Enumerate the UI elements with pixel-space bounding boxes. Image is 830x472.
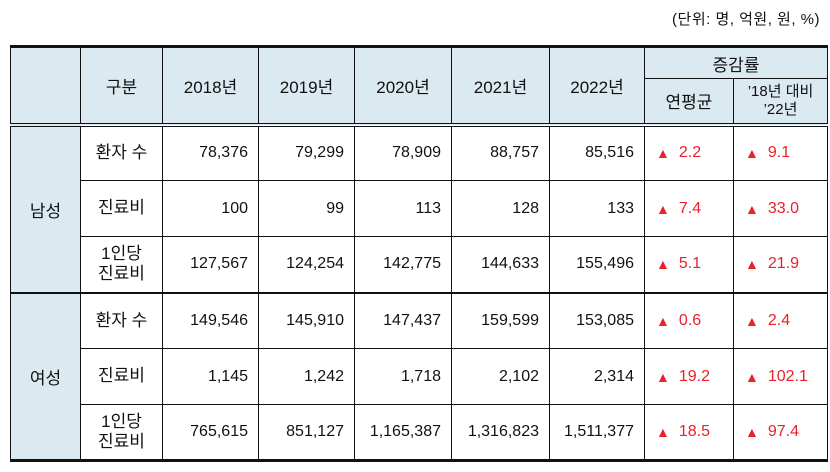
column-header-year-2021: 2021년 (451, 46, 550, 127)
year-value-cell: 113 (354, 180, 452, 237)
change-vs-cell: ▲ 97.4 (732, 404, 829, 461)
column-header-annual-average: 연평균 (644, 78, 734, 127)
change-vs-cell: ▲ 9.1 (732, 124, 829, 181)
change-vs-cell: ▲ 21.9 (732, 236, 829, 293)
column-header-year-2022: 2022년 (549, 46, 645, 127)
year-value-cell: 149,546 (162, 291, 259, 349)
year-value-cell: 124,254 (258, 236, 355, 293)
change-value: 2.2 (678, 144, 702, 162)
change-avg-cell: ▲ 19.2 (644, 348, 734, 405)
triangle-up-icon: ▲ (656, 145, 670, 162)
change-value: 2.4 (767, 311, 791, 329)
change-value: 0.6 (678, 311, 702, 329)
column-header-vs-2018: ’18년 대비 ’22년 (732, 78, 829, 127)
triangle-up-icon: ▲ (656, 312, 670, 329)
change-value: 102.1 (767, 367, 808, 385)
change-vs-cell: ▲ 102.1 (732, 348, 829, 405)
year-value-cell: 127,567 (162, 236, 259, 293)
statistics-table: 구분 2018년 2019년 2020년 2021년 2022년 증감률 연평균… (10, 45, 829, 462)
triangle-up-icon: ▲ (745, 312, 759, 329)
table-row: 여성 환자 수 149,546 145,910 147,437 159,599 … (10, 291, 829, 461)
triangle-up-icon: ▲ (656, 256, 670, 273)
gender-cell-female: 여성 (10, 291, 81, 461)
change-avg-cell: ▲ 18.5 (644, 404, 734, 461)
triangle-up-icon: ▲ (656, 200, 670, 217)
year-value-cell: 99 (258, 180, 355, 237)
triangle-up-icon: ▲ (656, 424, 670, 440)
table-row: 1인당 진료비 765,615 851,127 1,165,387 1,316,… (11, 404, 829, 461)
year-value-cell: 851,127 (258, 404, 355, 461)
corner-cell (10, 46, 81, 127)
change-value: 19.2 (678, 367, 710, 385)
triangle-up-icon: ▲ (745, 424, 759, 440)
column-header-year-2018: 2018년 (162, 46, 259, 127)
triangle-up-icon: ▲ (745, 145, 759, 162)
year-value-cell: 159,599 (451, 291, 550, 349)
column-header-year-2020: 2020년 (354, 46, 452, 127)
year-value-cell: 1,316,823 (451, 404, 550, 461)
year-value-cell: 1,718 (354, 348, 452, 405)
change-value: 21.9 (767, 255, 799, 273)
year-value-cell: 144,633 (451, 236, 550, 293)
year-value-cell: 133 (549, 180, 645, 237)
change-vs-cell: ▲ 33.0 (732, 180, 829, 237)
table-row: 진료비 1,145 1,242 1,718 2,102 2,314 ▲ 19.2 … (11, 348, 829, 405)
change-value: 97.4 (767, 423, 799, 440)
year-value-cell: 153,085 (549, 291, 645, 349)
year-value-cell: 85,516 (549, 124, 645, 181)
column-header-category: 구분 (80, 46, 163, 127)
year-value-cell: 145,910 (258, 291, 355, 349)
triangle-up-icon: ▲ (745, 256, 759, 273)
year-value-cell: 142,775 (354, 236, 452, 293)
change-value: 9.1 (767, 144, 791, 162)
row-label: 환자 수 (80, 291, 163, 349)
column-header-change-rate: 증감률 (643, 46, 829, 79)
year-value-cell: 1,511,377 (549, 404, 645, 461)
change-value: 33.0 (767, 199, 799, 217)
change-avg-cell: ▲ 2.2 (644, 124, 734, 181)
triangle-up-icon: ▲ (745, 200, 759, 217)
row-label: 1인당 진료비 (80, 404, 163, 461)
row-label: 진료비 (80, 180, 163, 237)
table-row: 1인당 진료비 127,567 124,254 142,775 144,633 … (11, 236, 829, 293)
year-value-cell: 128 (451, 180, 550, 237)
year-value-cell: 765,615 (162, 404, 259, 461)
row-label: 1인당 진료비 (80, 236, 163, 293)
change-value: 18.5 (678, 423, 710, 440)
year-value-cell: 155,496 (549, 236, 645, 293)
year-value-cell: 78,909 (354, 124, 452, 181)
table-row: 진료비 100 99 113 128 133 ▲ 7.4 ▲ 33.0 (11, 180, 829, 237)
unit-note: (단위: 명, 억원, 원, %) (672, 11, 820, 28)
year-value-cell: 88,757 (451, 124, 550, 181)
year-value-cell: 1,242 (258, 348, 355, 405)
change-avg-cell: ▲ 7.4 (644, 180, 734, 237)
year-value-cell: 1,165,387 (354, 404, 452, 461)
triangle-up-icon: ▲ (656, 368, 670, 385)
year-value-cell: 2,314 (549, 348, 645, 405)
year-value-cell: 78,376 (162, 124, 259, 181)
year-value-cell: 100 (162, 180, 259, 237)
year-value-cell: 1,145 (162, 348, 259, 405)
gender-cell-male: 남성 (10, 124, 81, 293)
year-value-cell: 2,102 (451, 348, 550, 405)
change-avg-cell: ▲ 5.1 (644, 236, 734, 293)
row-label: 진료비 (80, 348, 163, 405)
change-vs-cell: ▲ 2.4 (732, 291, 829, 349)
change-value: 7.4 (678, 199, 702, 217)
row-label: 환자 수 (80, 124, 163, 181)
year-value-cell: 147,437 (354, 291, 452, 349)
change-value: 5.1 (678, 255, 702, 273)
change-avg-cell: ▲ 0.6 (644, 291, 734, 349)
triangle-up-icon: ▲ (745, 368, 759, 385)
table-row: 남성 환자 수 78,376 79,299 78,909 88,757 85,5… (10, 124, 829, 293)
column-header-year-2019: 2019년 (258, 46, 355, 127)
year-value-cell: 79,299 (258, 124, 355, 181)
